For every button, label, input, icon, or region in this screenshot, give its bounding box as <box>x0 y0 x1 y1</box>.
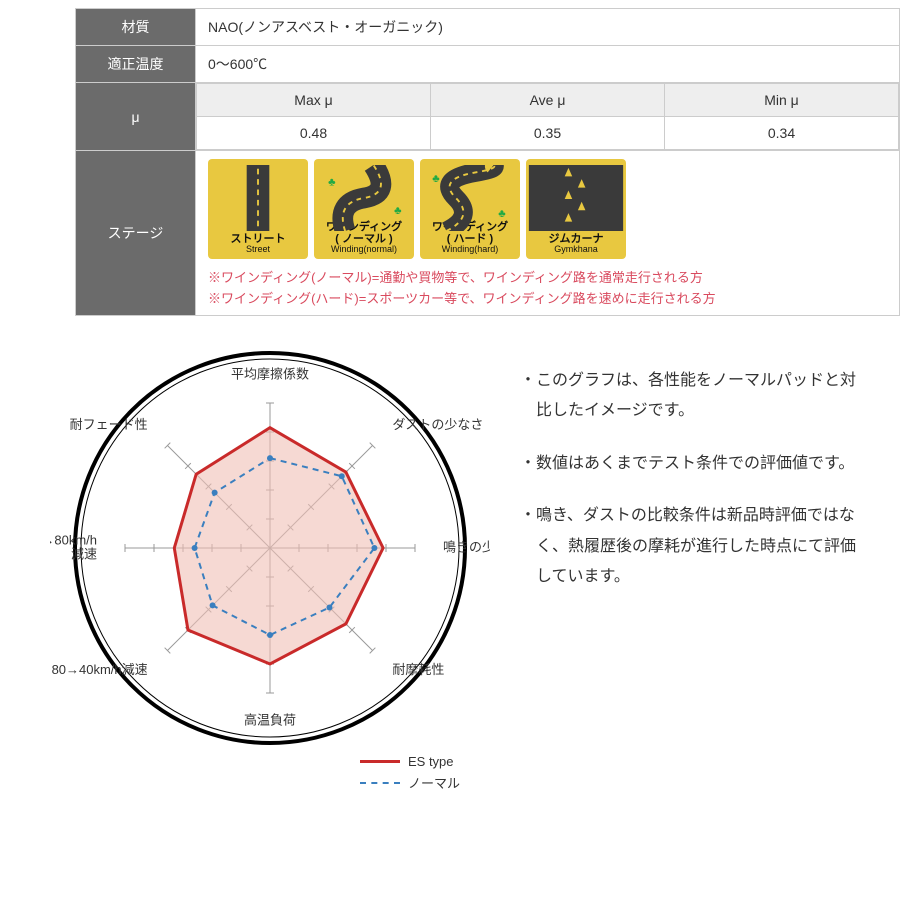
stage-note: ※ワインディング(ハード)=スポーツカー等で、ワインディング路を速めに走行される… <box>208 288 887 307</box>
stage-icons: ストリートStreet♣♣ワインディング( ノーマル )Winding(norm… <box>208 159 887 259</box>
chart-legend: ES type ノーマル <box>360 754 460 796</box>
svg-text:♣: ♣ <box>394 205 402 217</box>
svg-text:80→40km/h減速: 80→40km/h減速 <box>52 662 148 677</box>
stage-notes: ※ワインディング(ノーマル)=通勤や買物等で、ワインディング路を通常走行される方… <box>208 267 887 307</box>
stage-note: ※ワインディング(ノーマル)=通勤や買物等で、ワインディング路を通常走行される方 <box>208 267 887 286</box>
legend-label-normal: ノーマル <box>408 773 460 792</box>
svg-text:減速: 減速 <box>71 546 97 561</box>
chart-note: ・数値はあくまでテスト条件での評価値です。 <box>520 449 870 479</box>
legend-swatch-es <box>360 760 400 763</box>
mu-header-min: Min μ <box>665 84 899 117</box>
stage-label-en: Gymkhana <box>554 245 598 255</box>
spec-table: 材質 NAO(ノンアスベスト・オーガニック) 適正温度 0〜600℃ μ Max… <box>75 8 900 316</box>
stage-icon: ストリートStreet <box>208 159 308 259</box>
stage-cell: ストリートStreet♣♣ワインディング( ノーマル )Winding(norm… <box>196 151 900 316</box>
mu-header-max: Max μ <box>197 84 431 117</box>
material-value: NAO(ノンアスベスト・オーガニック) <box>196 9 900 46</box>
mu-cell: Max μ Ave μ Min μ 0.48 0.35 0.34 <box>196 83 900 151</box>
mu-header-ave: Ave μ <box>431 84 665 117</box>
svg-text:高温負荷: 高温負荷 <box>244 712 296 727</box>
mu-value-min: 0.34 <box>665 117 899 150</box>
mu-table: Max μ Ave μ Min μ 0.48 0.35 0.34 <box>196 83 899 150</box>
stage-label-en: Winding(normal) <box>331 245 397 255</box>
svg-text:鳴きの少なさ: 鳴きの少なさ <box>443 539 490 554</box>
material-label: 材質 <box>76 9 196 46</box>
stage-label-en: Winding(hard) <box>442 245 499 255</box>
stage-icon: ジムカーナGymkhana <box>526 159 626 259</box>
svg-text:平均摩擦係数: 平均摩擦係数 <box>231 366 309 381</box>
chart-notes: ・このグラフは、各性能をノーマルパッドと対比したイメージです。 ・数値はあくまで… <box>490 336 880 796</box>
mu-label: μ <box>76 83 196 151</box>
svg-text:120→80km/h: 120→80km/h <box>50 532 97 547</box>
svg-text:耐摩耗性: 耐摩耗性 <box>392 662 444 677</box>
chart-note: ・このグラフは、各性能をノーマルパッドと対比したイメージです。 <box>520 366 870 427</box>
svg-text:ダストの少なさ: ダストの少なさ <box>392 417 483 432</box>
stage-label-en: Street <box>246 245 270 255</box>
mu-value-max: 0.48 <box>197 117 431 150</box>
svg-text:♣: ♣ <box>498 208 506 220</box>
stage-icon: ♣♣ワインディング( ノーマル )Winding(normal) <box>314 159 414 259</box>
chart-note: ・鳴き、ダストの比較条件は新品時評価ではなく、熱履歴後の摩耗が進行した時点にて評… <box>520 501 870 592</box>
stage-label: ステージ <box>76 151 196 316</box>
radar-chart: 平均摩擦係数ダストの少なさ鳴きの少なさ耐摩耗性高温負荷 80→40km/h減速 12… <box>50 336 490 796</box>
legend-swatch-normal <box>360 782 400 784</box>
svg-text:♣: ♣ <box>328 177 336 189</box>
legend-label-es: ES type <box>408 754 454 769</box>
stage-icon: ♣♣ワインディング( ハード )Winding(hard) <box>420 159 520 259</box>
temp-value: 0〜600℃ <box>196 46 900 83</box>
svg-text:耐フェード性: 耐フェード性 <box>70 417 148 432</box>
mu-value-ave: 0.35 <box>431 117 665 150</box>
temp-label: 適正温度 <box>76 46 196 83</box>
svg-text:♣: ♣ <box>432 173 440 185</box>
